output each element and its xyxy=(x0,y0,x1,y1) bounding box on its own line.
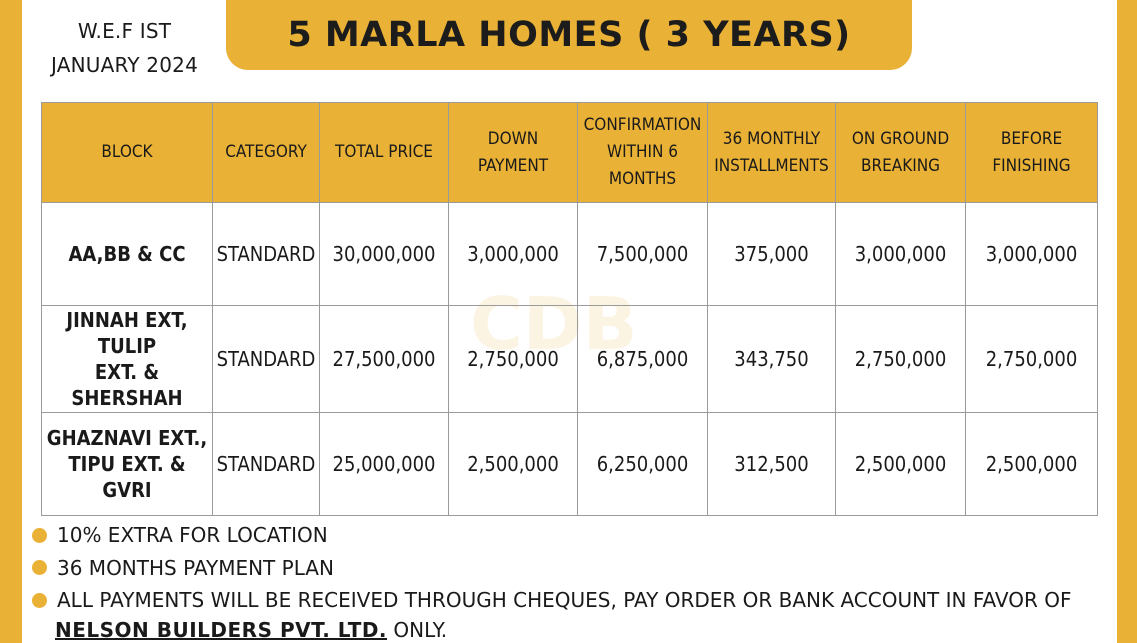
header-ground-breaking: ON GROUND BREAKING xyxy=(835,102,966,203)
down-payment-cell: 2,500,000 xyxy=(448,412,578,516)
confirmation-cell: 6,875,000 xyxy=(577,305,708,413)
ground-breaking-cell: 2,500,000 xyxy=(835,412,966,516)
note-item: 10% EXTRA FOR LOCATION xyxy=(32,519,1122,552)
header-total-price: TOTAL PRICE xyxy=(319,102,449,203)
ground-breaking-cell: 2,750,000 xyxy=(835,305,966,413)
header-monthly-installments: 36 MONTHLY INSTALLMENTS xyxy=(707,102,836,203)
confirmation-cell: 7,500,000 xyxy=(577,202,708,306)
block-cell: AA,BB & CC xyxy=(41,202,213,306)
header-before-finishing: BEFORE FINISHING xyxy=(965,102,1098,203)
header-category: CATEGORY xyxy=(212,102,320,203)
down-payment-cell: 2,750,000 xyxy=(448,305,578,413)
company-name: NELSON BUILDERS PVT. LTD. xyxy=(55,618,388,642)
total-price-cell: 25,000,000 xyxy=(319,412,449,516)
total-price-cell: 30,000,000 xyxy=(319,202,449,306)
note-text: 10% EXTRA FOR LOCATION xyxy=(57,523,328,548)
ground-breaking-cell: 3,000,000 xyxy=(835,202,966,306)
table-header-row: BLOCK CATEGORY TOTAL PRICE DOWN PAYMENT C… xyxy=(41,102,1098,203)
effective-date: W.E.F IST JANUARY 2024 xyxy=(22,8,227,88)
before-finishing-cell: 2,500,000 xyxy=(965,412,1098,516)
notes-list: 10% EXTRA FOR LOCATION 36 MONTHS PAYMENT… xyxy=(32,519,1122,617)
total-price-cell: 27,500,000 xyxy=(319,305,449,413)
bullet-dot-icon xyxy=(32,527,47,543)
note-text: ALL PAYMENTS WILL BE RECEIVED THROUGH CH… xyxy=(57,588,1072,613)
page-title: 5 MARLA HOMES ( 3 YEARS) xyxy=(287,15,851,55)
header-block: BLOCK xyxy=(41,102,213,203)
installments-cell: 343,750 xyxy=(707,305,836,413)
category-cell: STANDARD xyxy=(212,412,320,516)
category-cell: STANDARD xyxy=(212,305,320,413)
note-item: ALL PAYMENTS WILL BE RECEIVED THROUGH CH… xyxy=(32,584,1122,617)
effective-date-line1: W.E.F IST xyxy=(77,19,172,43)
note-item: 36 MONTHS PAYMENT PLAN xyxy=(32,552,1122,585)
category-cell: STANDARD xyxy=(212,202,320,306)
before-finishing-cell: 2,750,000 xyxy=(965,305,1098,413)
payment-beneficiary: NELSON BUILDERS PVT. LTD. ONLY. xyxy=(55,618,447,642)
installments-cell: 375,000 xyxy=(707,202,836,306)
block-cell: JINNAH EXT, TULIP EXT. & SHERSHAH xyxy=(41,305,213,413)
bullet-dot-icon xyxy=(32,560,47,576)
header-confirmation: CONFIRMATION WITHIN 6 MONTHS xyxy=(577,102,708,203)
effective-date-line2: JANUARY 2024 xyxy=(51,53,198,77)
table-row: GHAZNAVI EXT., TIPU EXT. & GVRI STANDARD … xyxy=(41,412,1098,516)
table-row: AA,BB & CC STANDARD 30,000,000 3,000,000… xyxy=(41,202,1098,306)
header-down-payment: DOWN PAYMENT xyxy=(448,102,578,203)
note-text: 36 MONTHS PAYMENT PLAN xyxy=(57,555,334,580)
before-finishing-cell: 3,000,000 xyxy=(965,202,1098,306)
confirmation-cell: 6,250,000 xyxy=(577,412,708,516)
bullet-dot-icon xyxy=(32,592,47,608)
table-row: JINNAH EXT, TULIP EXT. & SHERSHAH STANDAR… xyxy=(41,305,1098,413)
price-table: BLOCK CATEGORY TOTAL PRICE DOWN PAYMENT C… xyxy=(41,102,1098,516)
block-cell: GHAZNAVI EXT., TIPU EXT. & GVRI xyxy=(41,412,213,516)
down-payment-cell: 3,000,000 xyxy=(448,202,578,306)
installments-cell: 312,500 xyxy=(707,412,836,516)
title-banner: 5 MARLA HOMES ( 3 YEARS) xyxy=(226,0,912,70)
company-suffix: ONLY. xyxy=(393,618,448,642)
